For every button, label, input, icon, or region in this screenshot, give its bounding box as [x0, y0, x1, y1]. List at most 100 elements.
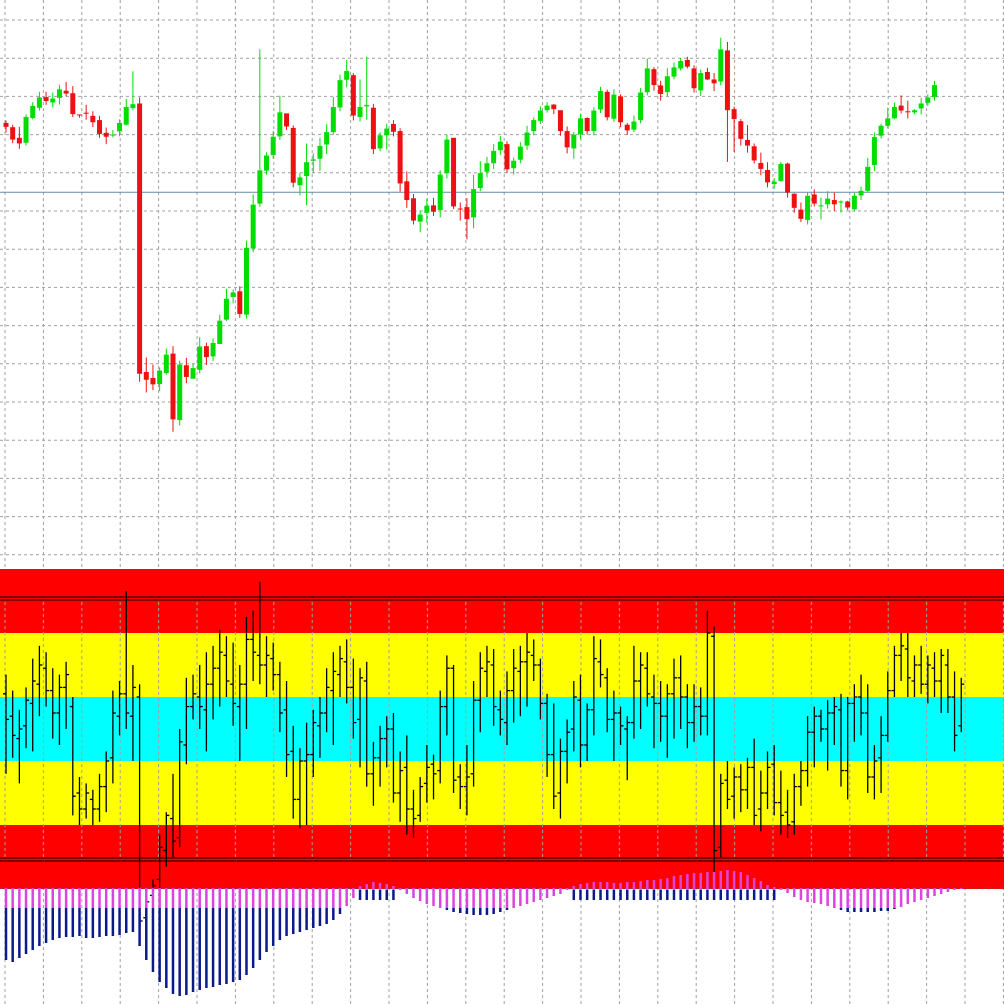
oscillator-bar: [56, 674, 63, 745]
candle: [243, 240, 249, 319]
candle-body: [444, 139, 450, 174]
candle-body: [324, 132, 330, 145]
oscillator-bar: [89, 789, 96, 825]
candle: [384, 123, 390, 150]
candle: [785, 162, 791, 198]
oscillator-zones: [0, 569, 1004, 889]
oscillator-bar: [310, 709, 317, 777]
candle: [517, 142, 523, 164]
oscillator-bar: [156, 834, 163, 889]
oscillator-bar: [704, 610, 711, 736]
candle-body: [624, 124, 630, 131]
candle-body: [43, 97, 49, 102]
oscillator-bar: [904, 633, 911, 697]
candle-body: [718, 49, 724, 82]
oscillator-bar: [804, 716, 811, 787]
candle-body: [618, 96, 624, 123]
oscillator-bar: [898, 633, 905, 681]
candle-body: [357, 107, 363, 117]
candle-body: [76, 114, 82, 116]
candle-body: [878, 125, 884, 136]
oscillator-bar: [417, 777, 424, 822]
candle: [370, 103, 376, 155]
candle-body: [838, 201, 844, 203]
oscillator-bar: [671, 658, 677, 739]
candle-body: [397, 131, 403, 184]
candle: [771, 178, 777, 189]
candle: [918, 97, 924, 115]
oscillator-bar: [550, 703, 557, 809]
candle-body: [491, 150, 497, 164]
candle: [163, 348, 169, 375]
candle: [551, 104, 557, 115]
candle-body: [330, 107, 336, 133]
candle: [230, 289, 236, 304]
candle: [23, 114, 29, 146]
candle: [731, 106, 737, 152]
oscillator-bar: [717, 773, 724, 857]
candle: [878, 123, 884, 139]
zone-lower-mid: [0, 761, 1004, 825]
candle-body: [56, 89, 62, 98]
oscillator-bar: [530, 639, 537, 681]
candle-body: [564, 131, 570, 148]
candle: [704, 67, 710, 81]
zone-inner: [0, 697, 1004, 761]
candle: [718, 37, 724, 86]
candle-body: [551, 104, 557, 110]
candle-body: [310, 159, 316, 161]
oscillator-bar: [797, 761, 804, 806]
candle: [865, 157, 871, 193]
candle-body: [504, 144, 510, 170]
candle-body: [217, 320, 223, 345]
candle-body: [851, 195, 857, 210]
candle: [56, 84, 62, 105]
candle: [143, 357, 149, 393]
candle-body: [257, 170, 263, 204]
oscillator-bar: [751, 738, 758, 825]
oscillator-bar: [490, 649, 497, 726]
candle-body: [390, 124, 396, 132]
oscillator-bar: [851, 684, 858, 742]
candle-body: [117, 122, 123, 132]
candle: [911, 109, 917, 115]
candle-body: [711, 79, 717, 84]
candle-body: [765, 169, 771, 183]
candle: [791, 193, 797, 213]
oscillator-bar: [771, 745, 778, 816]
oscillator-bar: [657, 681, 664, 742]
candle: [76, 114, 82, 118]
oscillator-bar: [437, 690, 444, 784]
oscillator-bar: [176, 729, 183, 848]
candle: [651, 67, 657, 91]
candle: [698, 69, 704, 97]
candle: [424, 198, 430, 223]
candle-body: [611, 94, 617, 119]
oscillator-bar: [357, 668, 364, 768]
candle: [604, 89, 610, 121]
candle: [818, 197, 824, 220]
candle: [831, 192, 837, 212]
oscillator-bar: [757, 770, 764, 832]
oscillator-bar: [69, 697, 76, 816]
oscillator-bar: [951, 671, 958, 752]
candle: [444, 134, 450, 179]
candle-body: [484, 163, 490, 172]
oscillator-bar: [637, 652, 644, 729]
candle: [364, 56, 370, 120]
candle-body: [591, 110, 597, 132]
candle: [304, 143, 310, 206]
oscillator-bar: [316, 697, 323, 758]
candle: [531, 117, 537, 136]
oscillator-bar: [430, 754, 437, 800]
oscillator-bar: [270, 642, 277, 691]
candle: [83, 104, 89, 120]
oscillator-bar: [370, 741, 377, 806]
oscillator-bar: [390, 713, 397, 803]
candle: [43, 91, 49, 105]
candle-body: [531, 120, 537, 132]
oscillator-bar: [103, 751, 110, 813]
candle-body: [83, 112, 89, 114]
candle: [210, 338, 216, 362]
